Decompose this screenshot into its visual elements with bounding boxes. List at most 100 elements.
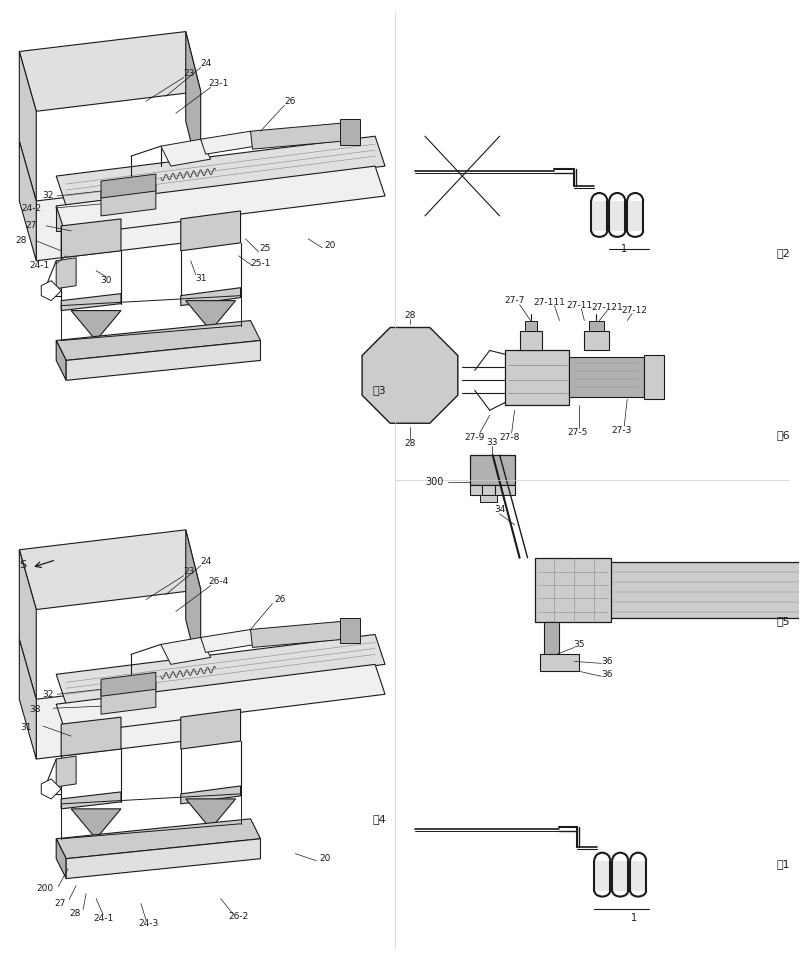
Circle shape <box>197 150 205 158</box>
Text: 26-4: 26-4 <box>209 577 229 587</box>
Circle shape <box>342 628 348 634</box>
Polygon shape <box>56 819 261 858</box>
Polygon shape <box>42 779 61 799</box>
Text: 300: 300 <box>426 477 444 487</box>
Polygon shape <box>101 672 156 696</box>
Polygon shape <box>644 355 664 399</box>
Text: 24: 24 <box>200 557 211 566</box>
Text: 26: 26 <box>274 595 286 604</box>
Text: 24-2: 24-2 <box>21 204 42 213</box>
Polygon shape <box>362 327 458 423</box>
Text: 23-1: 23-1 <box>209 79 229 88</box>
Text: 33: 33 <box>486 438 498 446</box>
Text: 20: 20 <box>325 241 336 251</box>
Text: 30: 30 <box>100 276 112 285</box>
Text: 28: 28 <box>15 236 26 246</box>
Text: 36: 36 <box>602 657 613 666</box>
Text: 27-8: 27-8 <box>499 433 520 442</box>
Polygon shape <box>525 321 537 330</box>
Circle shape <box>57 278 61 282</box>
Text: 24-1: 24-1 <box>29 261 50 271</box>
Text: 26: 26 <box>285 97 296 106</box>
Text: S: S <box>20 560 27 569</box>
Text: 27-5: 27-5 <box>567 427 587 437</box>
Polygon shape <box>56 258 76 289</box>
Polygon shape <box>181 211 241 251</box>
Polygon shape <box>186 530 201 680</box>
Circle shape <box>57 767 61 771</box>
Text: 24-3: 24-3 <box>138 919 159 928</box>
Polygon shape <box>186 32 201 181</box>
Text: 24: 24 <box>200 59 211 68</box>
Text: 27-11: 27-11 <box>566 301 593 310</box>
Polygon shape <box>36 680 201 759</box>
Circle shape <box>376 342 444 409</box>
Polygon shape <box>630 861 646 891</box>
Polygon shape <box>19 530 201 610</box>
Polygon shape <box>340 119 360 145</box>
Polygon shape <box>61 717 121 756</box>
Polygon shape <box>201 132 255 155</box>
Text: 20: 20 <box>319 854 331 863</box>
Polygon shape <box>610 201 626 230</box>
Polygon shape <box>56 321 261 360</box>
Polygon shape <box>519 330 542 350</box>
Text: 36: 36 <box>602 670 613 679</box>
Text: 27-7: 27-7 <box>505 296 525 305</box>
Text: 图4: 图4 <box>372 814 386 824</box>
Text: 23: 23 <box>183 567 194 576</box>
Circle shape <box>588 596 595 603</box>
Polygon shape <box>66 341 261 380</box>
Polygon shape <box>340 617 360 643</box>
Text: 38: 38 <box>30 705 42 713</box>
Polygon shape <box>56 839 66 878</box>
Polygon shape <box>534 558 611 621</box>
Polygon shape <box>56 341 66 380</box>
Circle shape <box>547 639 558 649</box>
Polygon shape <box>545 621 559 658</box>
Polygon shape <box>56 166 385 236</box>
Polygon shape <box>610 562 800 617</box>
Polygon shape <box>181 709 241 749</box>
Text: 23: 23 <box>183 69 194 78</box>
Text: 200: 200 <box>36 884 54 893</box>
Polygon shape <box>480 495 497 502</box>
Polygon shape <box>186 799 235 828</box>
Polygon shape <box>201 630 255 653</box>
Polygon shape <box>56 635 385 705</box>
Circle shape <box>512 377 518 383</box>
Polygon shape <box>612 861 628 891</box>
Polygon shape <box>590 321 604 330</box>
Polygon shape <box>505 350 570 405</box>
Text: 27: 27 <box>25 222 36 230</box>
Polygon shape <box>56 136 385 206</box>
Polygon shape <box>42 280 61 300</box>
Polygon shape <box>19 141 36 261</box>
Polygon shape <box>19 639 36 759</box>
Polygon shape <box>36 181 201 261</box>
Text: 图6: 图6 <box>777 430 790 440</box>
Text: 图2: 图2 <box>777 248 790 258</box>
Polygon shape <box>71 311 121 341</box>
Polygon shape <box>594 861 610 891</box>
Circle shape <box>548 596 555 603</box>
Text: 图5: 图5 <box>777 616 790 627</box>
Text: 27: 27 <box>54 899 66 908</box>
Polygon shape <box>591 201 607 230</box>
Text: 1: 1 <box>631 914 638 924</box>
Polygon shape <box>101 174 156 198</box>
Polygon shape <box>56 756 76 787</box>
Polygon shape <box>250 621 342 647</box>
Polygon shape <box>539 655 579 671</box>
Polygon shape <box>161 139 210 166</box>
Text: 32: 32 <box>42 191 54 201</box>
Polygon shape <box>19 32 201 111</box>
Circle shape <box>557 657 566 666</box>
Polygon shape <box>61 294 121 311</box>
Text: 32: 32 <box>42 689 54 699</box>
Text: 27-9: 27-9 <box>465 433 485 442</box>
Text: 27-121: 27-121 <box>591 303 623 312</box>
Polygon shape <box>181 288 241 305</box>
Polygon shape <box>186 300 235 330</box>
Text: 25-1: 25-1 <box>250 259 270 268</box>
